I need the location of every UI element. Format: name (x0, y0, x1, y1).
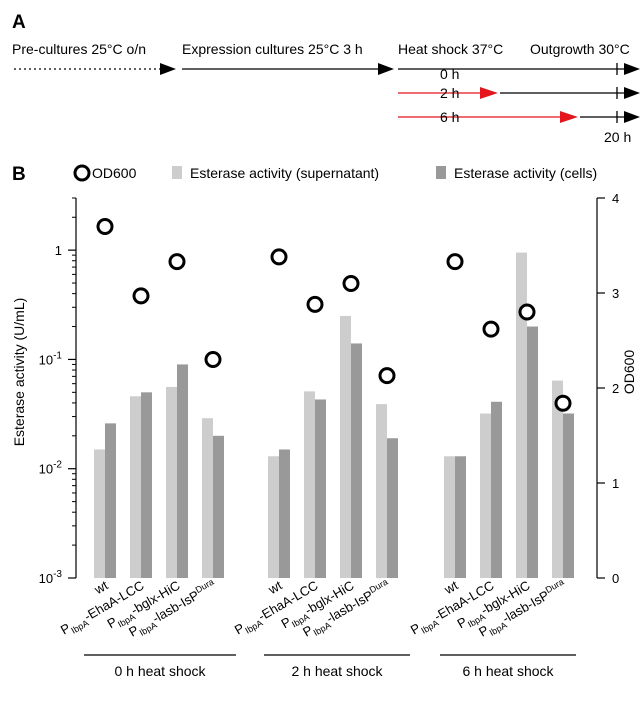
expression-arrow-head (378, 63, 394, 75)
row-label-0h: 0 h (440, 66, 459, 82)
right-axis-title: OD600 (621, 350, 637, 395)
bar-cells (177, 364, 188, 578)
group-label: 6 h heat shock (462, 663, 554, 679)
preculture-arrow-head (160, 63, 176, 75)
od600-marker (270, 248, 288, 266)
od600-marker (132, 287, 150, 305)
bar-cells (491, 401, 502, 578)
end-time-label: 20 h (604, 129, 631, 145)
left-axis-ticks: 10-3 10-2 10-1 1 (39, 197, 76, 586)
x-axis-labels: wtPIbpA-EhaA-LCCPIbpA-bglx-HiCPIbpA-lasb… (58, 577, 566, 640)
group-label: 0 h heat shock (114, 663, 206, 679)
od600-marker (482, 320, 500, 338)
row-0h-arrow-head (624, 63, 640, 75)
od600-marker (168, 253, 186, 271)
right-axis-ticks: 0 1 2 3 4 (597, 191, 619, 586)
right-tick-label: 4 (612, 191, 619, 206)
chart-bars (94, 252, 574, 578)
od600-markers (96, 218, 572, 412)
bar-supernatant (130, 396, 141, 578)
row-2h-arrow-head (624, 87, 640, 99)
od600-marker (306, 295, 324, 313)
left-axis-title: Esterase activity (U/mL) (11, 298, 27, 447)
legend-supernatant-label: Esterase activity (supernatant) (190, 165, 379, 181)
bar-supernatant (516, 252, 527, 578)
group-labels: 0 h heat shock 2 h heat shock 6 h heat sho… (114, 663, 554, 679)
left-tick-label: 10-3 (39, 569, 63, 586)
right-tick-label: 0 (612, 571, 619, 586)
bar-cells (563, 413, 574, 578)
bar-cells (105, 423, 116, 578)
legend-od600-marker (73, 164, 91, 182)
legend-cells-label: Esterase activity (cells) (454, 165, 597, 181)
bar-supernatant (444, 456, 455, 578)
right-tick-label: 1 (612, 476, 619, 491)
row-label-2h: 2 h (440, 85, 459, 101)
bar-supernatant (552, 380, 563, 578)
left-tick-label: 10-1 (39, 350, 63, 367)
row-6h-heat-arrow-head (560, 111, 578, 123)
legend-od600-label: OD600 (92, 165, 137, 181)
bar-cells (279, 449, 290, 578)
bar-supernatant (304, 391, 315, 578)
stage-label-outgrowth: Outgrowth 30°C (530, 41, 630, 57)
legend-supernatant-swatch (172, 166, 182, 179)
stage-label-precultures: Pre-cultures 25°C o/n (12, 41, 146, 57)
od600-marker (342, 275, 360, 292)
bar-cells (527, 326, 538, 578)
bar-supernatant (376, 404, 387, 578)
bar-supernatant (268, 456, 279, 578)
group-label: 2 h heat shock (291, 663, 383, 679)
od600-marker (96, 218, 114, 235)
bar-supernatant (340, 315, 351, 578)
bar-cells (387, 438, 398, 578)
bar-supernatant (480, 413, 491, 578)
legend-cells-swatch (436, 166, 446, 179)
right-tick-label: 3 (612, 286, 619, 301)
bar-supernatant (166, 386, 177, 578)
bar-supernatant (202, 418, 213, 578)
od600-marker (554, 394, 572, 412)
row-2h-heat-arrow-head (480, 87, 498, 99)
od600-marker (378, 367, 396, 385)
od600-marker (518, 303, 536, 321)
row-label-6h: 6 h (440, 109, 459, 125)
bar-cells (455, 456, 466, 578)
row-6h-arrow-head (624, 111, 640, 123)
chart-legend: OD600 Esterase activity (supernatant) Es… (73, 164, 597, 182)
chart-panel: B OD600 Esterase activity (supernatant) … (11, 164, 637, 679)
stage-label-expression: Expression cultures 25°C 3 h (182, 41, 363, 57)
right-tick-label: 2 (612, 381, 619, 396)
bar-cells (351, 343, 362, 578)
left-tick-label: 10-2 (39, 460, 63, 477)
bar-cells (213, 435, 224, 578)
timeline-panel: A Pre-cultures 25°C o/n Expression cultu… (12, 12, 640, 145)
panel-b-label: B (12, 164, 26, 185)
panel-a-label: A (12, 12, 26, 33)
bar-cells (141, 392, 152, 578)
left-tick-label: 1 (55, 243, 62, 258)
od600-marker (446, 253, 464, 271)
od600-marker (204, 351, 222, 368)
bar-supernatant (94, 449, 105, 578)
stage-label-heat-shock: Heat shock 37°C (398, 41, 503, 57)
bar-cells (315, 399, 326, 578)
